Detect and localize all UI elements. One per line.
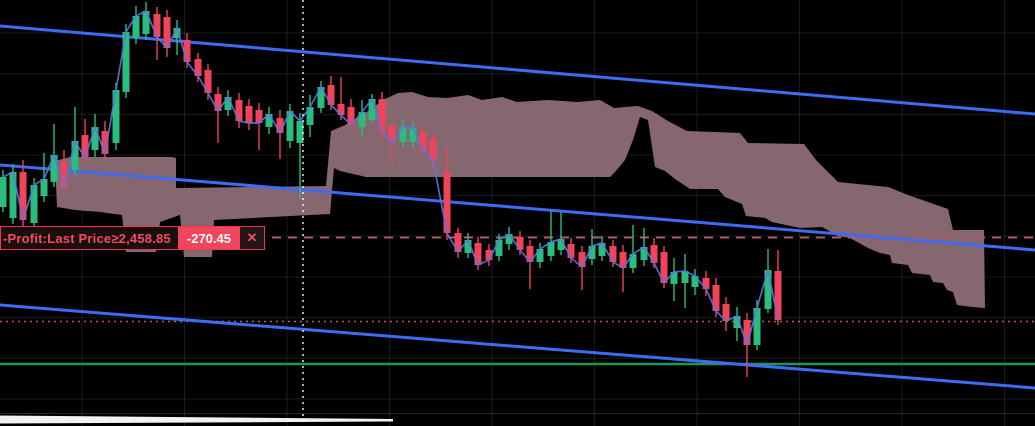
candle-body xyxy=(454,233,462,252)
candle-body xyxy=(640,247,648,260)
candle-body xyxy=(474,243,482,265)
candle-body xyxy=(142,11,150,34)
candle-body xyxy=(399,127,407,142)
candle-body xyxy=(358,112,366,127)
candle-body xyxy=(485,250,493,260)
candle-body xyxy=(526,246,534,262)
candle-body xyxy=(557,239,565,250)
candle-body xyxy=(132,16,140,38)
candle-body xyxy=(368,99,376,120)
candle-body xyxy=(81,135,89,158)
candle-body xyxy=(347,107,355,125)
candle-body xyxy=(681,271,689,283)
candle-body xyxy=(743,320,751,345)
candle-body xyxy=(588,246,596,259)
candle-body xyxy=(753,308,761,345)
candle-body xyxy=(691,276,699,287)
candle-body xyxy=(722,304,730,321)
candle-body xyxy=(19,172,27,220)
candle-body xyxy=(317,87,325,108)
candle-body xyxy=(30,185,38,223)
candle-body xyxy=(609,246,617,262)
candle-body xyxy=(112,90,120,143)
candle-body xyxy=(122,32,130,92)
candle-body xyxy=(409,128,417,142)
candle-body xyxy=(235,100,243,121)
candle-body xyxy=(429,139,437,160)
candle-body xyxy=(495,240,503,256)
trendline-3[interactable] xyxy=(0,303,1035,390)
candle-body xyxy=(774,271,782,320)
candle-body xyxy=(91,127,99,150)
candle-body xyxy=(505,234,513,244)
candle-body xyxy=(764,270,772,309)
trendline-2[interactable] xyxy=(0,163,1035,252)
candle-body xyxy=(419,132,427,150)
candle-body xyxy=(173,28,181,38)
candle-body xyxy=(536,249,544,262)
ichimoku-cloud[interactable] xyxy=(55,92,985,308)
candle-body xyxy=(598,243,606,256)
candle-body xyxy=(733,316,741,328)
candle-body xyxy=(619,252,627,268)
candle-body xyxy=(101,131,109,154)
candle-body xyxy=(9,172,17,218)
candle-body xyxy=(388,126,396,143)
candle-body xyxy=(378,99,386,132)
candle-body xyxy=(660,252,668,283)
candle-body xyxy=(245,106,253,123)
candle-body xyxy=(60,162,68,188)
candle-body xyxy=(306,107,314,125)
candle-body xyxy=(50,155,58,182)
wedge-drawing[interactable] xyxy=(0,415,393,424)
candle-body xyxy=(214,94,222,111)
order-label-text: -Profit:Last Price≥2,458.85 xyxy=(3,230,171,246)
candle-body xyxy=(670,272,678,284)
candle-body xyxy=(650,245,658,263)
candle-body xyxy=(516,237,524,250)
candle-body xyxy=(0,177,7,207)
candle-body xyxy=(204,70,212,93)
price-connector-line xyxy=(2,10,779,346)
candle-body xyxy=(286,111,294,141)
candle-body xyxy=(183,40,191,62)
candle-body xyxy=(40,179,48,196)
candle-body xyxy=(153,14,161,37)
take-profit-order-label[interactable]: -Profit:Last Price≥2,458.85 -270.45 ✕ xyxy=(0,226,265,250)
candle-body xyxy=(337,104,345,115)
candle-body xyxy=(712,285,720,311)
candle-body xyxy=(547,242,555,256)
candle-body xyxy=(296,121,304,143)
candle-body xyxy=(629,254,637,268)
candle-body xyxy=(702,278,710,289)
candle-body xyxy=(578,252,586,267)
candle-body xyxy=(194,59,202,76)
close-icon[interactable]: ✕ xyxy=(239,227,264,249)
trendline-1[interactable] xyxy=(0,24,1035,116)
candle-body xyxy=(464,240,472,253)
candle-body xyxy=(255,110,263,123)
candle-body xyxy=(276,118,284,133)
candle-body xyxy=(265,114,273,127)
order-pnl-badge: -270.45 xyxy=(177,227,240,249)
candle-body xyxy=(71,141,79,170)
candle-body xyxy=(224,97,232,110)
candle-body xyxy=(567,244,575,258)
candle-body xyxy=(163,17,171,48)
candle-body xyxy=(327,85,335,105)
candle-body xyxy=(443,172,451,233)
